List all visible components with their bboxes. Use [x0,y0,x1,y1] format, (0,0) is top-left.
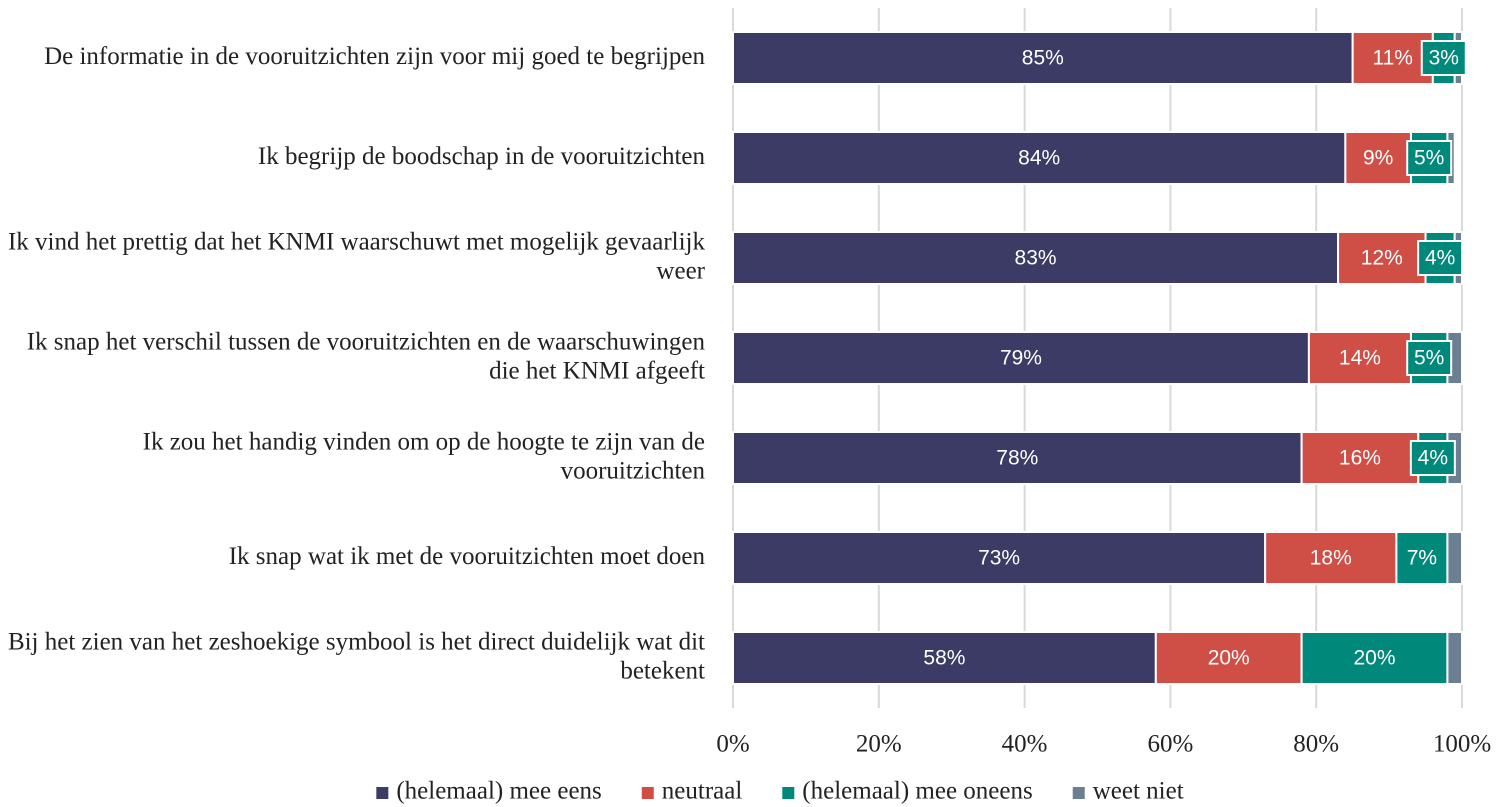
value-label: 73% [978,547,1020,570]
value-label: 20% [1208,647,1250,670]
x-tick-label: 0% [716,731,749,758]
value-label: 12% [1361,247,1403,270]
bar-segment [1344,131,1412,185]
x-tick-label: 80% [1293,731,1339,758]
bar-segment [1446,531,1464,585]
value-label: 4% [1418,447,1448,470]
value-label: 9% [1363,147,1393,170]
category-label: Bij het zien van het zeshoekige symbool … [8,628,705,684]
value-label: 16% [1339,447,1381,470]
bar-segment [1300,431,1420,485]
value-label: 79% [1000,347,1042,370]
value-label: 5% [1414,147,1444,170]
bar-segment [732,331,1310,385]
value-label: 85% [1022,47,1064,70]
category-label: Ik snap wat ik met de vooruitzichten moe… [229,543,706,570]
x-tick-label: 100% [1433,731,1491,758]
x-tick-label: 20% [856,731,902,758]
bar-segment [1307,331,1412,385]
value-label: 84% [1018,147,1060,170]
value-label: 5% [1414,347,1444,370]
category-label: Ik zou het handig vinden om op de hoogte… [143,428,706,484]
value-label: 3% [1429,47,1459,70]
legend-label: (helemaal) mee oneens [802,778,1032,805]
bar-segment [1446,631,1464,685]
legend-marker [641,787,654,799]
x-tick-label: 40% [1002,731,1048,758]
bar-segment [732,431,1303,485]
bar-segment [1395,531,1449,585]
value-label: 11% [1373,47,1413,70]
bar-segment [732,231,1340,285]
value-label: 14% [1339,347,1381,370]
legend-marker [1072,787,1085,799]
category-label: Ik vind het prettig dat het KNMI waarsch… [8,228,706,284]
category-label: De informatie in de vooruitzichten zijn … [44,43,705,70]
legend-marker [376,787,389,799]
legend-label: weet niet [1093,778,1184,805]
value-label-box [1406,140,1453,176]
value-label: 83% [1015,247,1057,270]
value-label-box [1420,40,1467,76]
bar-segment [1264,531,1398,585]
category-label: Ik snap het verschil tussen de vooruitzi… [27,328,706,384]
value-label: 78% [996,447,1038,470]
value-label: 18% [1310,547,1352,570]
value-label-box [1417,240,1464,276]
legend-marker [782,787,795,799]
value-label: 58% [923,647,965,670]
value-label-box [1406,340,1453,376]
value-label: 7% [1407,547,1437,570]
legend: (helemaal) mee eens neutraal (helemaal) me… [376,778,1184,805]
legend-label: neutraal [662,778,743,805]
bar-segment [732,31,1354,85]
x-tick-label: 60% [1147,731,1193,758]
bar-segment [1300,631,1449,685]
bar-segment [732,531,1267,585]
value-label-box [1409,440,1456,476]
legend-label: (helemaal) mee eens [396,778,601,805]
category-label: Ik begrijp de boodschap in de vooruitzic… [258,143,706,170]
bar-segment [732,131,1347,185]
value-label: 20% [1354,647,1396,670]
value-label: 4% [1425,247,1455,270]
bar-segment [732,631,1157,685]
